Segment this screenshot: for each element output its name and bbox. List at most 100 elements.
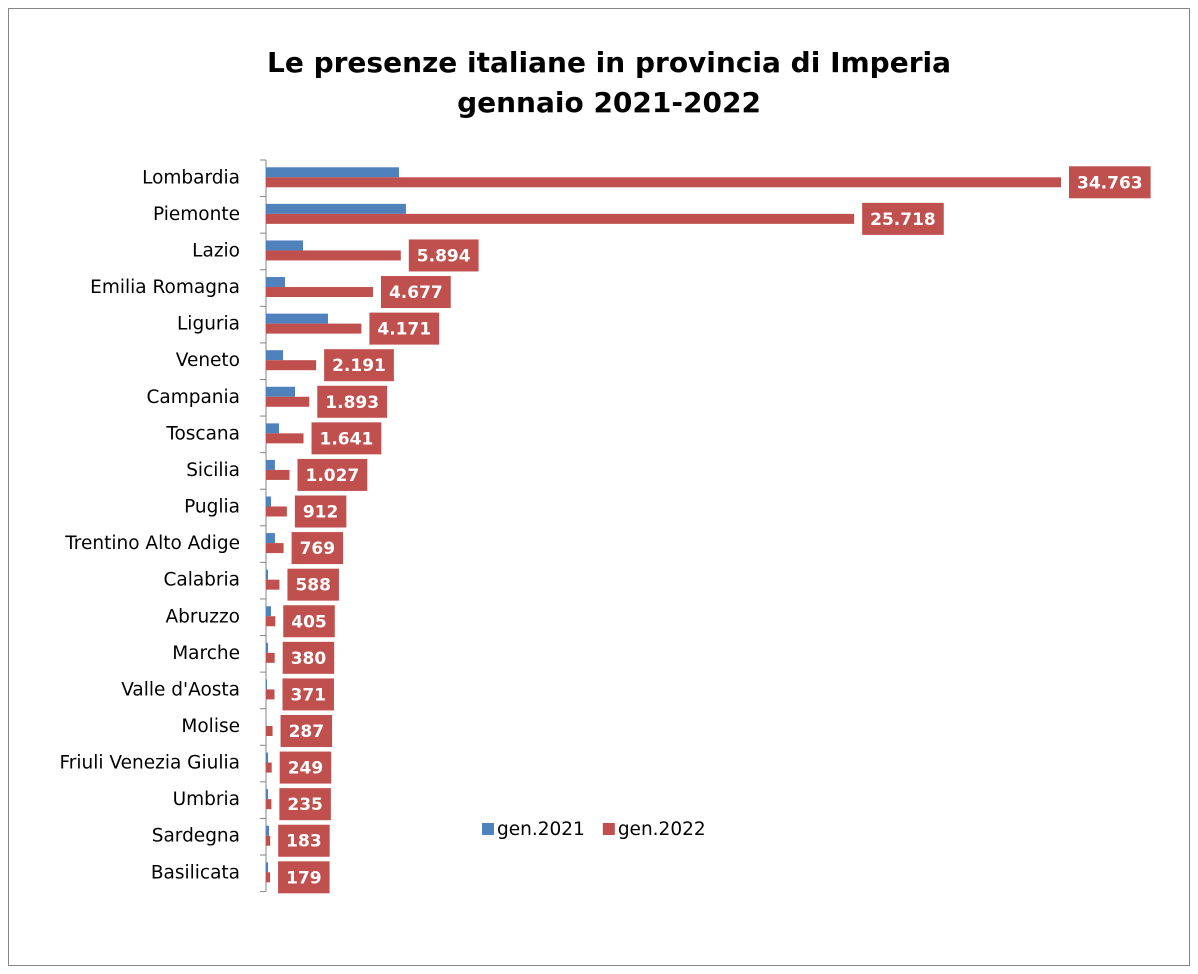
data-label: 371 — [290, 685, 326, 705]
data-label-box — [1069, 166, 1151, 199]
bar — [266, 506, 287, 517]
category-label: Lazio — [192, 240, 240, 261]
bar — [266, 533, 275, 544]
data-label: 1.893 — [325, 393, 379, 413]
bar — [266, 606, 272, 617]
bar — [266, 396, 310, 407]
category-label: Calabria — [163, 570, 240, 591]
data-label-box — [297, 458, 368, 491]
data-label-box — [278, 824, 330, 857]
bar — [266, 752, 269, 763]
bar — [266, 240, 304, 251]
category-label: Trentino Alto Adige — [64, 533, 240, 554]
data-label-box — [291, 532, 344, 565]
data-label: 34.763 — [1077, 173, 1143, 193]
bar — [266, 679, 268, 690]
data-label: 1.641 — [320, 429, 374, 449]
data-label: 405 — [291, 612, 327, 632]
bar — [266, 579, 280, 590]
data-label-box — [862, 202, 944, 235]
bar — [266, 689, 275, 700]
data-label: 235 — [287, 795, 323, 815]
legend-swatch — [602, 823, 615, 835]
category-label: Sicilia — [186, 460, 240, 481]
data-label-box — [311, 422, 382, 455]
bar — [266, 213, 855, 224]
bar — [266, 167, 399, 178]
bar — [266, 789, 269, 800]
category-label: Friuli Venezia Giulia — [59, 753, 240, 774]
data-label-box — [408, 239, 479, 272]
category-label: Umbria — [173, 789, 240, 810]
data-label: 588 — [295, 576, 331, 596]
bar — [266, 825, 269, 836]
category-label: Puglia — [184, 497, 240, 518]
legend-label: gen.2021 — [497, 819, 585, 840]
bar — [266, 313, 328, 324]
bar — [266, 350, 284, 361]
bar — [266, 569, 269, 580]
bar — [266, 433, 304, 444]
data-label-box — [280, 714, 333, 747]
data-label: 179 — [286, 868, 322, 888]
category-label: Veneto — [176, 350, 240, 371]
data-label-box — [283, 605, 335, 638]
data-label-box — [287, 568, 339, 601]
data-label: 287 — [289, 722, 325, 742]
bar — [266, 177, 1061, 188]
data-label-box — [317, 385, 388, 418]
category-label: Liguria — [177, 314, 240, 335]
bar — [266, 762, 272, 773]
data-label: 4.171 — [377, 320, 431, 340]
data-label-box — [294, 495, 347, 528]
bar — [266, 616, 276, 627]
bar — [266, 642, 269, 653]
bar — [266, 835, 271, 846]
data-label-box — [279, 788, 331, 821]
bar — [266, 323, 362, 334]
data-label-box — [279, 751, 332, 784]
data-label: 183 — [286, 832, 322, 852]
data-label: 769 — [300, 539, 336, 559]
category-label: Sardegna — [152, 826, 240, 847]
data-label-box — [278, 861, 330, 894]
bar — [266, 386, 296, 397]
bar — [266, 725, 273, 736]
bar — [266, 652, 275, 663]
chart-frame — [8, 8, 1190, 966]
category-label: Emilia Romagna — [90, 277, 240, 298]
category-label: Marche — [172, 643, 240, 664]
bar — [266, 360, 317, 371]
category-label: Piemonte — [153, 204, 240, 225]
data-label-box — [324, 349, 394, 382]
chart-title: gennaio 2021-2022 — [457, 86, 761, 119]
category-label: Abruzzo — [166, 606, 240, 627]
data-label-box — [380, 276, 451, 309]
data-label: 5.894 — [417, 246, 471, 266]
bar — [266, 459, 275, 470]
legend-label: gen.2022 — [618, 819, 706, 840]
bar — [266, 277, 285, 288]
data-label: 4.677 — [389, 283, 443, 303]
bar — [266, 872, 271, 883]
bar — [266, 250, 401, 261]
category-label: Molise — [181, 716, 240, 737]
data-label: 912 — [303, 503, 339, 523]
chart-title: Le presenze italiane in provincia di Imp… — [267, 46, 951, 79]
data-label: 380 — [291, 649, 327, 669]
bar — [266, 287, 373, 298]
bar — [266, 543, 284, 554]
bar — [266, 862, 269, 873]
data-label: 25.718 — [870, 210, 936, 230]
bar — [266, 799, 272, 810]
data-label-box — [282, 641, 335, 674]
category-label: Basilicata — [151, 862, 240, 883]
data-label-box — [282, 678, 334, 711]
bar — [266, 423, 280, 434]
bar — [266, 496, 272, 507]
data-label: 2.191 — [332, 356, 386, 376]
bar — [266, 469, 290, 480]
category-label: Lombardia — [142, 167, 240, 188]
category-label: Toscana — [165, 423, 240, 444]
